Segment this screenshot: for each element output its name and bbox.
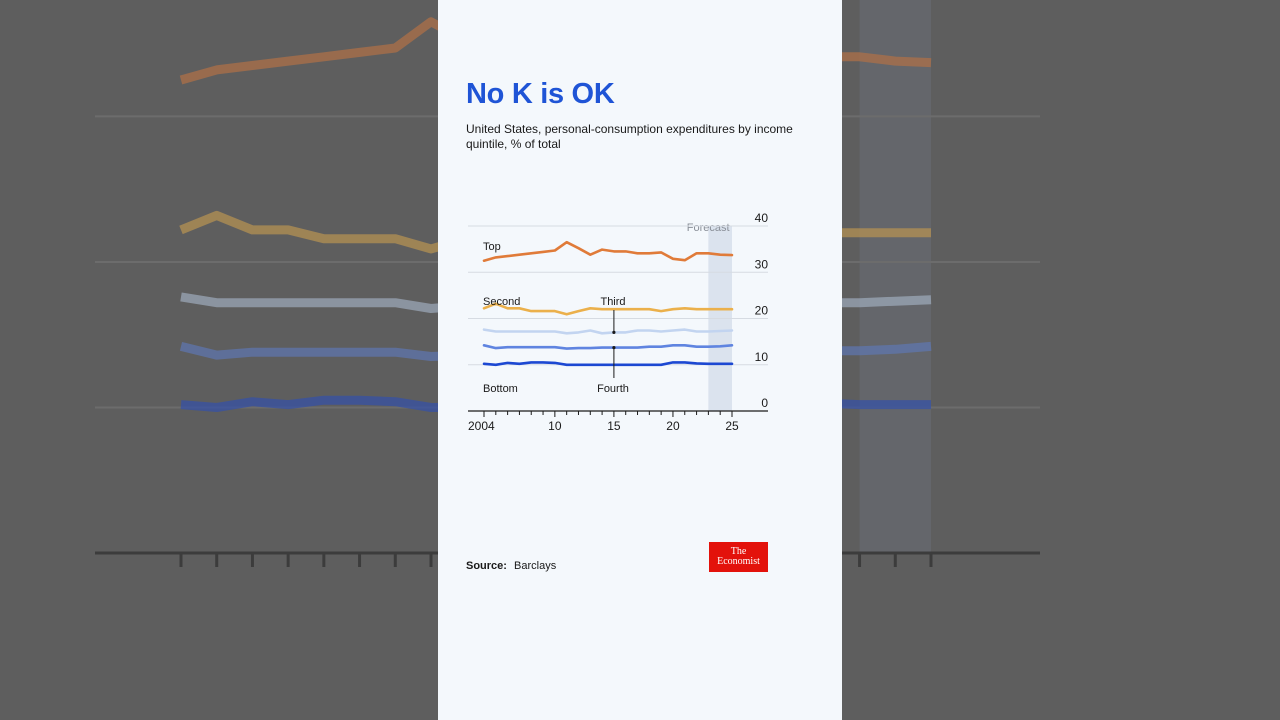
series-line-second	[482, 302, 734, 316]
y-axis-ticks: 0 10 20 30 40	[755, 211, 769, 410]
chart-title: No K is OK	[466, 78, 615, 110]
y-tick-label: 10	[755, 350, 769, 364]
economist-logo: The Economist	[709, 542, 768, 572]
series-line-bottom	[482, 361, 734, 367]
y-tick-label: 0	[761, 396, 768, 410]
forecast-label: Forecast	[687, 222, 730, 234]
x-axis-ticks: 2004 10 15 20 25	[468, 411, 739, 433]
x-tick-label: 2004	[468, 419, 495, 433]
y-tick-label: 40	[755, 211, 769, 225]
source-value: Barclays	[514, 560, 557, 572]
line-chart: Forecast 0 10 20 30 40 Top Second Third Fourth B…	[468, 211, 769, 433]
y-tick-label: 20	[755, 304, 769, 318]
series-lines	[482, 240, 734, 367]
x-tick-label: 20	[666, 419, 680, 433]
chart-subtitle: United States, personal-consumption expe…	[466, 122, 793, 151]
y-tick-label: 30	[755, 257, 769, 271]
x-tick-label: 10	[548, 419, 562, 433]
leader-dot-third	[612, 330, 616, 334]
source-note: Source: Barclays	[466, 560, 556, 572]
source-label: Source:	[466, 560, 507, 572]
leader-dot-fourth	[612, 346, 616, 350]
series-label-fourth: Fourth	[597, 383, 629, 395]
series-label-top: Top	[483, 241, 501, 253]
series-label-bottom: Bottom	[483, 383, 518, 395]
series-line-fourth	[482, 344, 734, 350]
series-label-second: Second	[483, 296, 520, 308]
x-tick-label: 15	[607, 419, 621, 433]
chart-card: No K is OK United States, personal-consu…	[438, 0, 842, 720]
x-tick-label: 25	[725, 419, 739, 433]
series-line-top	[482, 240, 734, 262]
background-forecast-band	[859, 0, 931, 553]
logo-line-2: Economist	[717, 556, 760, 567]
logo-line-1: The	[730, 546, 747, 557]
series-annotations: Top Second Third Fourth Bottom	[483, 241, 629, 395]
series-line-third	[482, 328, 734, 335]
series-label-third: Third	[600, 296, 625, 308]
